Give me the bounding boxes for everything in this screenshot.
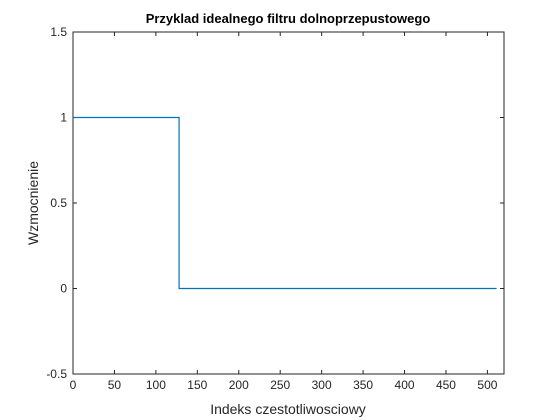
y-tick-label: -0.5 — [46, 367, 67, 381]
y-tick-label: 0 — [60, 282, 67, 296]
y-axis-label: Wzmocnienie — [25, 161, 41, 245]
x-tick-label: 400 — [395, 378, 415, 392]
y-tick-label: 1 — [60, 111, 67, 125]
y-axis: -0.5 0 0.5 1 1.5 — [46, 25, 504, 381]
series-layer — [73, 116, 497, 290]
chart-title: Przyklad idealnego filtru dolnoprzepusto… — [146, 11, 431, 26]
y-tick-label: 1.5 — [50, 25, 67, 39]
x-tick-label: 0 — [70, 378, 77, 392]
x-tick-label: 200 — [229, 378, 249, 392]
x-tick-label: 100 — [146, 378, 166, 392]
x-tick-label: 50 — [108, 378, 122, 392]
x-axis: 0 50 100 150 200 250 300 350 400 450 500 — [70, 32, 498, 392]
y-tick-label: 0.5 — [50, 196, 67, 210]
x-tick-label: 450 — [436, 378, 456, 392]
x-tick-label: 300 — [312, 378, 332, 392]
x-tick-label: 350 — [353, 378, 373, 392]
x-axis-label: Indeks czestotliwosciowy — [210, 401, 366, 417]
x-tick-label: 250 — [270, 378, 290, 392]
x-tick-label: 150 — [187, 378, 207, 392]
plot-area — [72, 31, 505, 375]
x-tick-label: 500 — [477, 378, 497, 392]
series-line — [73, 116, 497, 290]
